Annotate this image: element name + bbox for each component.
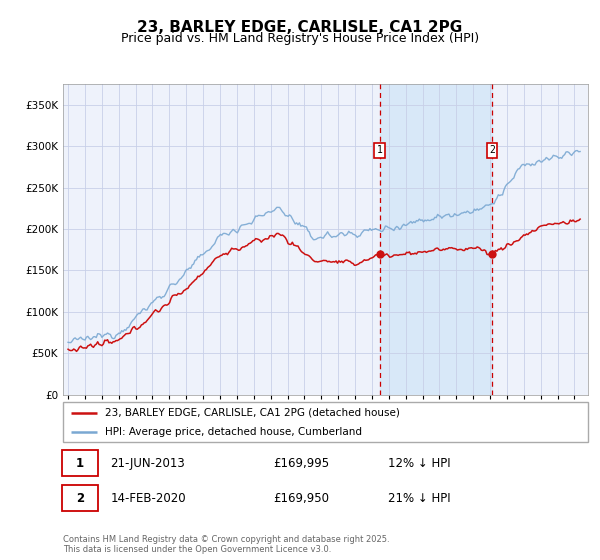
Bar <box>380 84 492 395</box>
Text: £169,950: £169,950 <box>273 492 329 505</box>
Text: Contains HM Land Registry data © Crown copyright and database right 2025.
This d: Contains HM Land Registry data © Crown c… <box>63 535 389 554</box>
FancyBboxPatch shape <box>62 450 98 477</box>
Text: 2: 2 <box>76 492 84 505</box>
Text: 23, BARLEY EDGE, CARLISLE, CA1 2PG (detached house): 23, BARLEY EDGE, CARLISLE, CA1 2PG (deta… <box>105 408 400 418</box>
Text: 23, BARLEY EDGE, CARLISLE, CA1 2PG: 23, BARLEY EDGE, CARLISLE, CA1 2PG <box>137 20 463 35</box>
Text: 12% ↓ HPI: 12% ↓ HPI <box>389 457 451 470</box>
Text: 2: 2 <box>489 145 495 155</box>
Text: 21-JUN-2013: 21-JUN-2013 <box>110 457 185 470</box>
FancyBboxPatch shape <box>62 486 98 511</box>
Text: HPI: Average price, detached house, Cumberland: HPI: Average price, detached house, Cumb… <box>105 427 362 436</box>
Text: 14-FEB-2020: 14-FEB-2020 <box>110 492 186 505</box>
Text: 1: 1 <box>377 145 383 155</box>
Text: 21% ↓ HPI: 21% ↓ HPI <box>389 492 451 505</box>
Text: £169,995: £169,995 <box>273 457 329 470</box>
Text: Price paid vs. HM Land Registry's House Price Index (HPI): Price paid vs. HM Land Registry's House … <box>121 32 479 45</box>
Text: 1: 1 <box>76 457 84 470</box>
